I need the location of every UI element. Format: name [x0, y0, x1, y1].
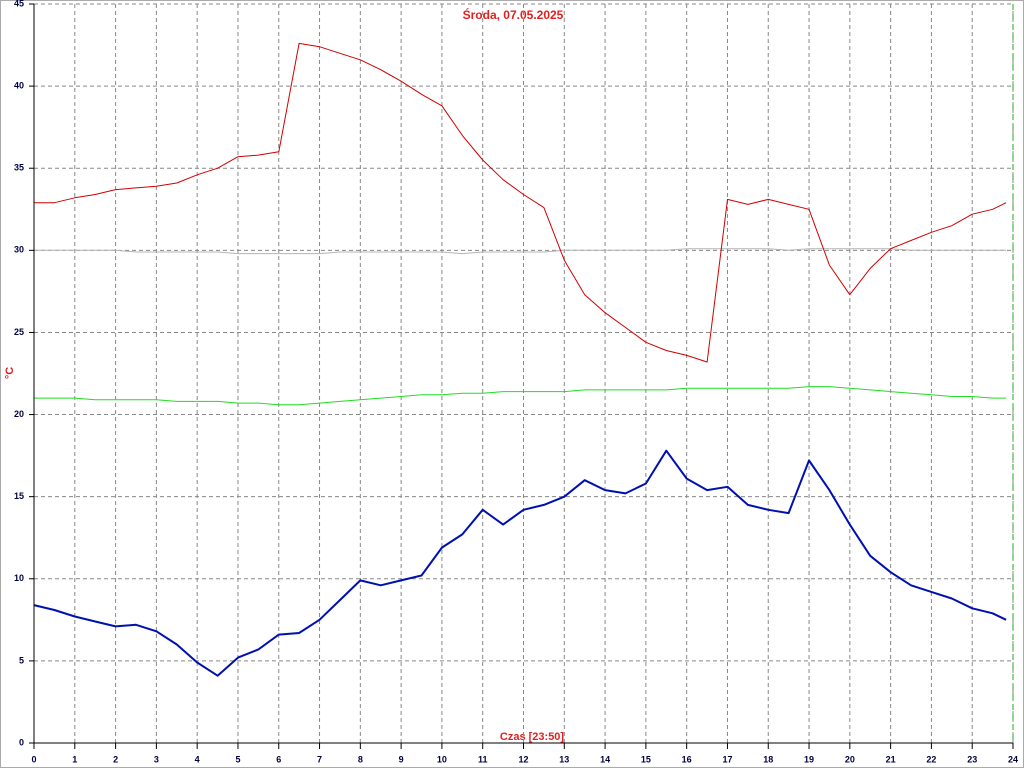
x-tick-label: 0 [31, 754, 36, 764]
x-tick-label: 11 [478, 754, 488, 764]
series-line [34, 42, 1007, 363]
x-tick-label: 12 [518, 754, 528, 764]
y-tick-label: 15 [14, 491, 24, 501]
x-tick-label: 18 [763, 754, 773, 764]
y-tick-label: 10 [14, 573, 24, 583]
x-tick-label: 24 [1008, 754, 1018, 764]
x-tick-label: 19 [804, 754, 814, 764]
x-tick-label: 14 [600, 754, 610, 764]
x-tick-label: 23 [967, 754, 977, 764]
series-line [33, 449, 1007, 677]
y-tick-label: 20 [14, 409, 24, 419]
x-tick-label: 6 [276, 754, 281, 764]
chart-title: Środa, 07.05.2025 [463, 7, 564, 22]
series-line [34, 248, 1007, 255]
y-tick-label: 25 [14, 327, 24, 337]
x-axis-label: Czas [23:50] [500, 731, 565, 743]
y-tick-label: 5 [19, 655, 24, 665]
x-tick-label: 3 [154, 754, 159, 764]
lines [33, 42, 1007, 677]
x-tick-label: 16 [682, 754, 692, 764]
x-tick-label: 15 [641, 754, 651, 764]
x-tick-label: 13 [559, 754, 569, 764]
x-tick-label: 7 [317, 754, 322, 764]
x-tick-label: 17 [722, 754, 732, 764]
y-tick-label: 45 [14, 0, 24, 8]
x-tick-label: 4 [195, 754, 200, 764]
y-tick-label: 0 [19, 737, 24, 747]
y-tick-label: 35 [14, 163, 24, 173]
x-tick-label: 22 [926, 754, 936, 764]
x-tick-label: 20 [845, 754, 855, 764]
x-tick-label: 21 [886, 754, 896, 764]
x-tick-label: 10 [437, 754, 447, 764]
y-axis-label: °C [4, 367, 16, 379]
x-tick-label: 1 [72, 754, 77, 764]
y-tick-label: 30 [14, 245, 24, 255]
x-tick-label: 5 [235, 754, 240, 764]
x-tick-label: 9 [399, 754, 404, 764]
x-tick-label: 8 [358, 754, 363, 764]
x-tick-label: 2 [113, 754, 118, 764]
y-tick-label: 40 [14, 80, 24, 90]
series-line [34, 386, 1007, 406]
